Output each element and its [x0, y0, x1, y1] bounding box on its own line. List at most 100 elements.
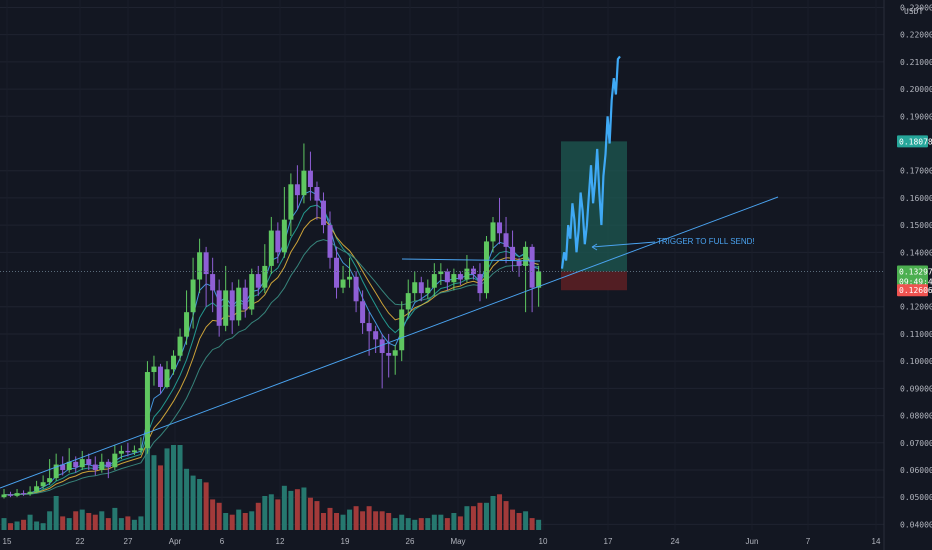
candle[interactable]	[438, 263, 444, 285]
candle-body[interactable]	[21, 493, 27, 495]
candle-body[interactable]	[320, 200, 326, 226]
candle-body[interactable]	[373, 331, 379, 340]
candle[interactable]	[131, 445, 137, 456]
candle[interactable]	[177, 328, 183, 362]
candle-body[interactable]	[47, 478, 53, 483]
candle-body[interactable]	[125, 450, 131, 453]
candle[interactable]	[334, 246, 340, 299]
candle[interactable]	[529, 244, 535, 313]
candle-body[interactable]	[497, 222, 503, 234]
candle[interactable]	[223, 265, 229, 332]
candle-body[interactable]	[40, 482, 46, 487]
candle-body[interactable]	[157, 366, 163, 387]
candle-body[interactable]	[79, 459, 85, 468]
candle[interactable]	[470, 265, 476, 280]
candle[interactable]	[294, 165, 300, 209]
candle[interactable]	[27, 486, 33, 496]
target-zone[interactable]	[561, 141, 627, 272]
candle-body[interactable]	[131, 450, 137, 453]
candle[interactable]	[510, 230, 516, 272]
candle-body[interactable]	[184, 312, 190, 337]
candle[interactable]	[373, 325, 379, 353]
horizontal-ray[interactable]	[401, 258, 541, 262]
candle[interactable]	[47, 459, 53, 485]
candle-body[interactable]	[92, 464, 98, 470]
candle[interactable]	[477, 263, 483, 302]
candle-body[interactable]	[464, 268, 470, 280]
candle[interactable]	[66, 448, 72, 473]
candle[interactable]	[353, 271, 359, 313]
candle-body[interactable]	[510, 246, 516, 261]
candle-body[interactable]	[229, 290, 235, 321]
candle-body[interactable]	[477, 274, 483, 294]
candle-body[interactable]	[490, 222, 496, 242]
candle[interactable]	[73, 456, 79, 473]
candle[interactable]	[157, 363, 163, 394]
candle[interactable]	[151, 355, 157, 386]
candle[interactable]	[431, 263, 437, 296]
candle-body[interactable]	[53, 464, 59, 479]
candle-body[interactable]	[216, 290, 222, 326]
candle-body[interactable]	[268, 230, 274, 266]
candle[interactable]	[412, 271, 418, 302]
candle-body[interactable]	[197, 252, 203, 280]
candle[interactable]	[144, 361, 150, 454]
candle-body[interactable]	[242, 287, 248, 310]
candle-body[interactable]	[118, 450, 124, 454]
candle[interactable]	[281, 187, 287, 258]
candle[interactable]	[197, 238, 203, 294]
candle-body[interactable]	[66, 461, 72, 470]
candle-body[interactable]	[1, 494, 7, 498]
candle[interactable]	[249, 268, 255, 315]
candle[interactable]	[118, 445, 124, 460]
candle-body[interactable]	[99, 461, 105, 470]
candle[interactable]	[275, 222, 281, 264]
candle-body[interactable]	[73, 461, 79, 468]
candle[interactable]	[497, 197, 503, 245]
candle[interactable]	[92, 456, 98, 476]
candle-body[interactable]	[516, 260, 522, 266]
candle-body[interactable]	[294, 184, 300, 196]
candle-body[interactable]	[301, 170, 307, 196]
candle[interactable]	[34, 480, 40, 494]
candle-body[interactable]	[470, 268, 476, 275]
candle-body[interactable]	[503, 233, 509, 247]
candle-body[interactable]	[340, 279, 346, 288]
candle[interactable]	[1, 489, 7, 499]
candle[interactable]	[79, 450, 85, 470]
candle[interactable]	[40, 475, 46, 490]
trendline[interactable]	[0, 196, 779, 489]
projected-price-path[interactable]	[560, 55, 621, 269]
candle[interactable]	[8, 491, 14, 498]
candle-body[interactable]	[275, 230, 281, 253]
candle[interactable]	[203, 246, 209, 307]
candle-body[interactable]	[177, 336, 183, 356]
candle[interactable]	[216, 279, 222, 337]
candle-body[interactable]	[386, 352, 392, 356]
candle-body[interactable]	[281, 219, 287, 253]
candle-body[interactable]	[347, 276, 353, 280]
candle-body[interactable]	[438, 271, 444, 275]
candle[interactable]	[86, 453, 92, 470]
candle-body[interactable]	[457, 274, 463, 280]
candle-body[interactable]	[399, 309, 405, 351]
candle-body[interactable]	[405, 293, 411, 310]
candle-body[interactable]	[327, 225, 333, 258]
candle-body[interactable]	[8, 494, 14, 496]
candle-body[interactable]	[60, 464, 66, 470]
candle[interactable]	[236, 279, 242, 326]
candle-body[interactable]	[483, 241, 489, 294]
candle[interactable]	[255, 265, 261, 296]
candle[interactable]	[190, 257, 196, 329]
candle-body[interactable]	[138, 448, 144, 451]
candle-body[interactable]	[529, 246, 535, 288]
candle-body[interactable]	[536, 271, 542, 288]
candle-body[interactable]	[444, 271, 450, 283]
candle[interactable]	[314, 181, 320, 220]
candle[interactable]	[327, 211, 333, 269]
drawings[interactable]	[0, 196, 884, 489]
candle[interactable]	[105, 459, 111, 479]
candle[interactable]	[125, 442, 131, 457]
stop-zone[interactable]	[561, 271, 627, 291]
candle-body[interactable]	[151, 366, 157, 373]
